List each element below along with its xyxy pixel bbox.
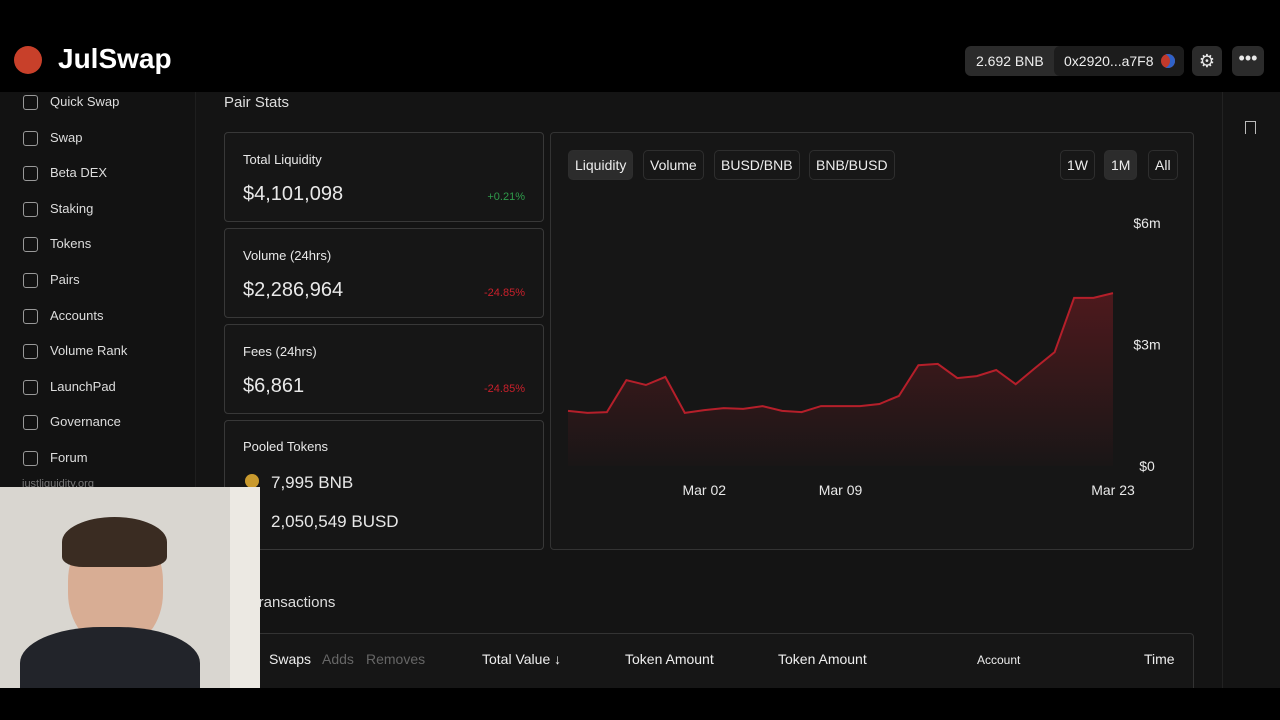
nav-icon — [23, 379, 38, 395]
stat-value: $4,101,098 — [243, 183, 344, 205]
bnb-icon — [245, 474, 259, 488]
filter[interactable]: Swaps — [269, 651, 312, 667]
chart-tab[interactable]: Volume — [643, 150, 704, 180]
x-tick-label: Mar 23 — [1091, 482, 1135, 498]
nav-item[interactable]: Governance — [50, 414, 121, 430]
y-tick-label: $6m — [1133, 215, 1160, 231]
filter[interactable]: Adds — [322, 651, 354, 667]
nav-icon — [23, 130, 38, 146]
header: JulSwap 2.692 BNB 0x2920...a7F8 ⚙ ••• — [0, 0, 1280, 92]
section-title: Pair Stats — [224, 94, 290, 111]
nav-item[interactable]: Quick Swap — [50, 94, 120, 109]
more[interactable]: ••• — [1232, 46, 1264, 76]
nav-icon — [23, 237, 38, 253]
logo — [14, 46, 42, 74]
pooled-token: 2,050,549 BUSD — [271, 512, 399, 531]
brand: JulSwap — [58, 43, 172, 74]
nav-item[interactable]: LaunchPad — [50, 378, 116, 394]
nav-icon — [23, 273, 38, 288]
chart-tab[interactable]: Liquidity — [568, 150, 634, 180]
filter[interactable]: Removes — [366, 651, 426, 667]
nav-item[interactable]: Volume Rank — [50, 343, 128, 359]
nav-item[interactable]: Pairs — [50, 272, 80, 287]
settings[interactable]: ⚙ — [1192, 46, 1222, 76]
transactions-title: Transactions — [250, 594, 336, 611]
nav-icon — [23, 95, 38, 110]
column-header[interactable]: Account — [977, 653, 1021, 667]
balance: 2.692 BNB — [976, 53, 1044, 69]
bookmark[interactable] — [1245, 121, 1256, 134]
webcam — [0, 487, 260, 688]
stat-label: Fees (24hrs) — [243, 344, 317, 359]
stat-change: +0.21% — [487, 191, 525, 203]
divider — [1222, 92, 1223, 688]
y-tick-label: $0 — [1139, 458, 1155, 474]
chart-tab[interactable]: BUSD/BNB — [714, 150, 800, 180]
stat-value: $2,286,964 — [243, 279, 344, 301]
nav-item[interactable]: Swap — [50, 129, 83, 145]
range-tab[interactable]: All — [1148, 150, 1178, 180]
line — [567, 292, 1114, 414]
bottom-bar — [0, 688, 1280, 720]
address: 0x2920...a7F8 — [1064, 53, 1154, 69]
column-header[interactable]: Total Value ↓ — [482, 651, 562, 667]
range-tab[interactable]: 1M — [1104, 150, 1138, 180]
nav-item[interactable]: Accounts — [50, 307, 104, 323]
column-header[interactable]: Time — [1144, 651, 1175, 667]
nav-icon — [23, 451, 38, 466]
nav-icon — [23, 201, 38, 217]
avatar — [1161, 54, 1175, 68]
column-header[interactable]: Token Amount — [625, 651, 714, 667]
stat-change: -24.85% — [484, 287, 525, 299]
nav-icon — [23, 308, 38, 324]
x-tick-label: Mar 02 — [682, 482, 726, 498]
area — [568, 293, 1113, 466]
nav-icon — [23, 344, 38, 360]
pooled-token: 7,995 BNB — [271, 473, 354, 492]
pooled-card: Pooled Tokens 7,995 BNB 2,050,549 BUSD — [224, 420, 544, 550]
pooled-label: Pooled Tokens — [243, 439, 329, 454]
range-tab[interactable]: 1W — [1060, 150, 1095, 180]
nav-item[interactable]: Forum — [50, 450, 88, 465]
stat-value: $6,861 — [243, 375, 305, 397]
nav-item[interactable]: Tokens — [50, 236, 92, 252]
y-tick-label: $3m — [1133, 337, 1160, 353]
nav-item[interactable]: Beta DEX — [50, 165, 108, 181]
stat-change: -24.85% — [484, 383, 525, 395]
stat-label: Total Liquidity — [243, 152, 322, 167]
stat-card: Fees (24hrs) $6,861 -24.85% — [224, 324, 544, 414]
nav-icon — [23, 166, 38, 182]
stat-label: Volume (24hrs) — [243, 248, 332, 263]
x-tick-label: Mar 09 — [819, 482, 863, 498]
chart-tab[interactable]: BNB/BUSD — [809, 150, 895, 180]
column-header[interactable]: Token Amount — [778, 651, 867, 667]
nav-icon — [23, 415, 38, 431]
stat-card: Total Liquidity $4,101,098 +0.21% — [224, 132, 544, 222]
nav-item[interactable]: Staking — [50, 200, 94, 216]
stat-card: Volume (24hrs) $2,286,964 -24.85% — [224, 228, 544, 318]
